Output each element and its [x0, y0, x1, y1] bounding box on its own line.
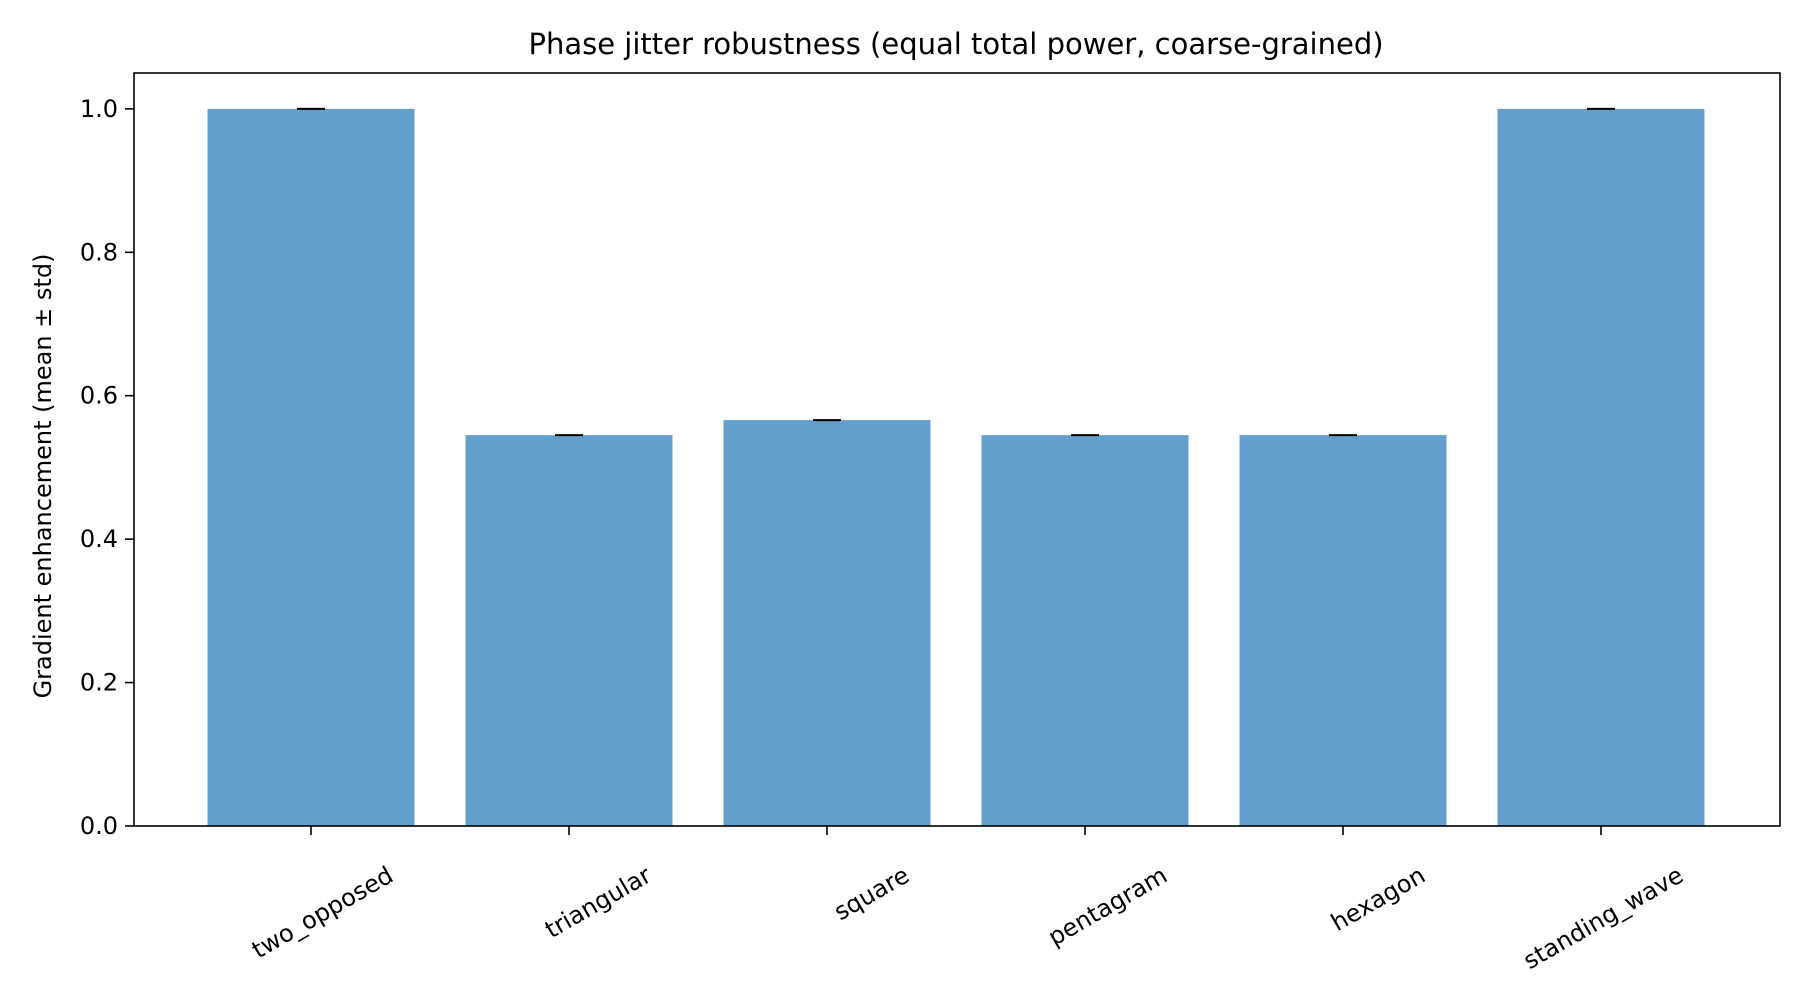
bar-standing-wave	[1497, 108, 1705, 827]
y-tick-label: 0.4	[80, 525, 118, 553]
x-tick-label-pentagram: pentagram	[1043, 861, 1172, 952]
plot-area	[207, 107, 1705, 827]
y-tick-label: 0.2	[80, 669, 118, 697]
y-axis-label: Gradient enhancement (mean ± std)	[29, 254, 57, 699]
plot-frame	[133, 72, 1781, 827]
y-tick-label: 0.6	[80, 382, 118, 410]
x-tick-label-standing-wave: standing_wave	[1519, 861, 1688, 975]
y-axis: 0.0 0.2 0.4 0.6 0.8 1.0	[80, 95, 134, 840]
x-axis: two_opposed triangular square pentagram hexa…	[247, 826, 1688, 975]
x-tick-label-triangular: triangular	[540, 861, 656, 944]
bar-pentagram	[981, 435, 1189, 826]
y-tick-label: 0.8	[80, 238, 118, 266]
bar-triangular	[465, 435, 673, 826]
x-tick-label-hexagon: hexagon	[1326, 861, 1430, 937]
y-tick-label: 1.0	[80, 95, 118, 123]
y-tick-label: 0.0	[80, 812, 118, 840]
bar-hexagon	[1239, 435, 1447, 826]
x-tick-label-two-opposed: two_opposed	[247, 861, 398, 964]
bar-square	[723, 420, 931, 826]
bar-two-opposed	[207, 108, 415, 827]
x-tick-label-square: square	[829, 861, 914, 926]
chart-title: Phase jitter robustness (equal total pow…	[528, 27, 1383, 61]
